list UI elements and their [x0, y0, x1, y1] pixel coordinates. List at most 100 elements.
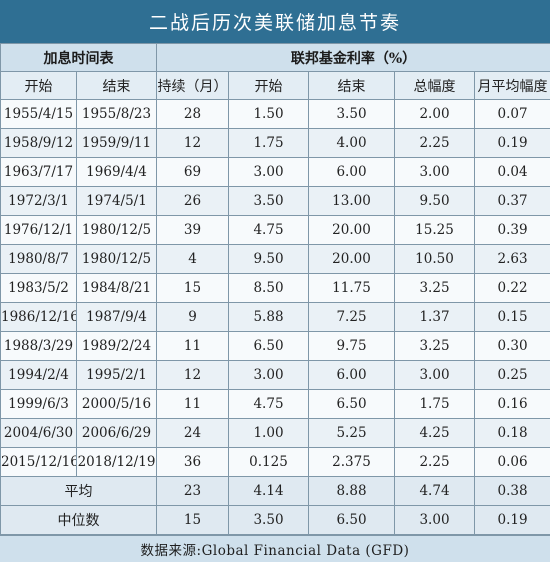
cell-rate-end: 13.00 [309, 187, 395, 216]
header-monthly: 月平均幅度 [475, 72, 550, 100]
header-total: 总幅度 [395, 72, 475, 100]
cell-start-date: 1958/9/12 [1, 129, 77, 158]
cell-monthly-avg: 0.25 [475, 361, 550, 390]
cell-end-date: 1989/2/24 [77, 332, 157, 361]
cell-end-date: 1995/2/1 [77, 361, 157, 390]
cell-total-change: 2.25 [395, 129, 475, 158]
cell-duration: 36 [157, 448, 229, 477]
cell-duration: 15 [157, 274, 229, 303]
cell-rate-end: 3.50 [309, 100, 395, 129]
summary-total-change: 3.00 [395, 506, 475, 535]
cell-duration: 11 [157, 332, 229, 361]
cell-rate-end: 4.00 [309, 129, 395, 158]
cell-start-date: 1963/7/17 [1, 158, 77, 187]
cell-monthly-avg: 2.63 [475, 245, 550, 274]
cell-monthly-avg: 0.15 [475, 303, 550, 332]
cell-monthly-avg: 0.04 [475, 158, 550, 187]
cell-rate-start: 0.125 [229, 448, 309, 477]
cell-rate-end: 11.75 [309, 274, 395, 303]
cell-duration: 39 [157, 216, 229, 245]
cell-total-change: 15.25 [395, 216, 475, 245]
cell-rate-start: 9.50 [229, 245, 309, 274]
cell-rate-start: 3.50 [229, 187, 309, 216]
summary-rate-end: 8.88 [309, 477, 395, 506]
summary-rate-end: 6.50 [309, 506, 395, 535]
cell-end-date: 2018/12/19 [77, 448, 157, 477]
cell-rate-start: 1.75 [229, 129, 309, 158]
cell-start-date: 2004/6/30 [1, 419, 77, 448]
cell-start-date: 2015/12/16 [1, 448, 77, 477]
cell-rate-end: 20.00 [309, 216, 395, 245]
cell-monthly-avg: 0.07 [475, 100, 550, 129]
header-group-rate: 联邦基金利率（%） [157, 44, 550, 72]
summary-duration: 15 [157, 506, 229, 535]
cell-rate-end: 20.00 [309, 245, 395, 274]
cell-duration: 4 [157, 245, 229, 274]
cell-total-change: 9.50 [395, 187, 475, 216]
summary-rate-start: 3.50 [229, 506, 309, 535]
cell-start-date: 1988/3/29 [1, 332, 77, 361]
cell-total-change: 2.25 [395, 448, 475, 477]
cell-start-date: 1986/12/16 [1, 303, 77, 332]
cell-rate-start: 3.00 [229, 361, 309, 390]
summary-label: 中位数 [1, 506, 157, 535]
cell-start-date: 1994/2/4 [1, 361, 77, 390]
cell-total-change: 1.37 [395, 303, 475, 332]
cell-start-date: 1980/8/7 [1, 245, 77, 274]
summary-duration: 23 [157, 477, 229, 506]
header-group-time: 加息时间表 [1, 44, 157, 72]
cell-duration: 28 [157, 100, 229, 129]
cell-total-change: 1.75 [395, 390, 475, 419]
cell-end-date: 1980/12/5 [77, 245, 157, 274]
cell-rate-start: 5.88 [229, 303, 309, 332]
summary-total-change: 4.74 [395, 477, 475, 506]
cell-end-date: 2006/6/29 [77, 419, 157, 448]
cell-duration: 26 [157, 187, 229, 216]
cell-duration: 69 [157, 158, 229, 187]
header-rate-start: 开始 [229, 72, 309, 100]
header-rate-end: 结束 [309, 72, 395, 100]
cell-total-change: 3.00 [395, 158, 475, 187]
cell-end-date: 2000/5/16 [77, 390, 157, 419]
summary-rate-start: 4.14 [229, 477, 309, 506]
cell-start-date: 1983/5/2 [1, 274, 77, 303]
cell-end-date: 1974/5/1 [77, 187, 157, 216]
cell-end-date: 1987/9/4 [77, 303, 157, 332]
cell-total-change: 3.25 [395, 332, 475, 361]
cell-total-change: 3.00 [395, 361, 475, 390]
cell-monthly-avg: 0.06 [475, 448, 550, 477]
cell-start-date: 1972/3/1 [1, 187, 77, 216]
cell-total-change: 4.25 [395, 419, 475, 448]
summary-monthly-avg: 0.38 [475, 477, 550, 506]
cell-start-date: 1955/4/15 [1, 100, 77, 129]
page: 二战后历次美联储加息节奏 加息时间表 联邦基金利率（%） 开始 结束 持续（月）… [0, 0, 550, 529]
cell-rate-end: 5.25 [309, 419, 395, 448]
cell-monthly-avg: 0.22 [475, 274, 550, 303]
cell-rate-start: 1.00 [229, 419, 309, 448]
cell-rate-end: 7.25 [309, 303, 395, 332]
cell-rate-start: 6.50 [229, 332, 309, 361]
cell-rate-start: 3.00 [229, 158, 309, 187]
cell-total-change: 3.25 [395, 274, 475, 303]
cell-monthly-avg: 0.19 [475, 129, 550, 158]
cell-start-date: 1999/6/3 [1, 390, 77, 419]
cell-end-date: 1955/8/23 [77, 100, 157, 129]
cell-rate-start: 8.50 [229, 274, 309, 303]
data-source: 数据来源:Global Financial Data (GFD) [0, 535, 550, 562]
cell-monthly-avg: 0.37 [475, 187, 550, 216]
cell-rate-end: 2.375 [309, 448, 395, 477]
cell-rate-end: 6.00 [309, 361, 395, 390]
cell-monthly-avg: 0.16 [475, 390, 550, 419]
rate-hike-table: 加息时间表 联邦基金利率（%） 开始 结束 持续（月） 开始 结束 总幅度 月平… [0, 43, 550, 535]
header-duration: 持续（月） [157, 72, 229, 100]
cell-end-date: 1959/9/11 [77, 129, 157, 158]
